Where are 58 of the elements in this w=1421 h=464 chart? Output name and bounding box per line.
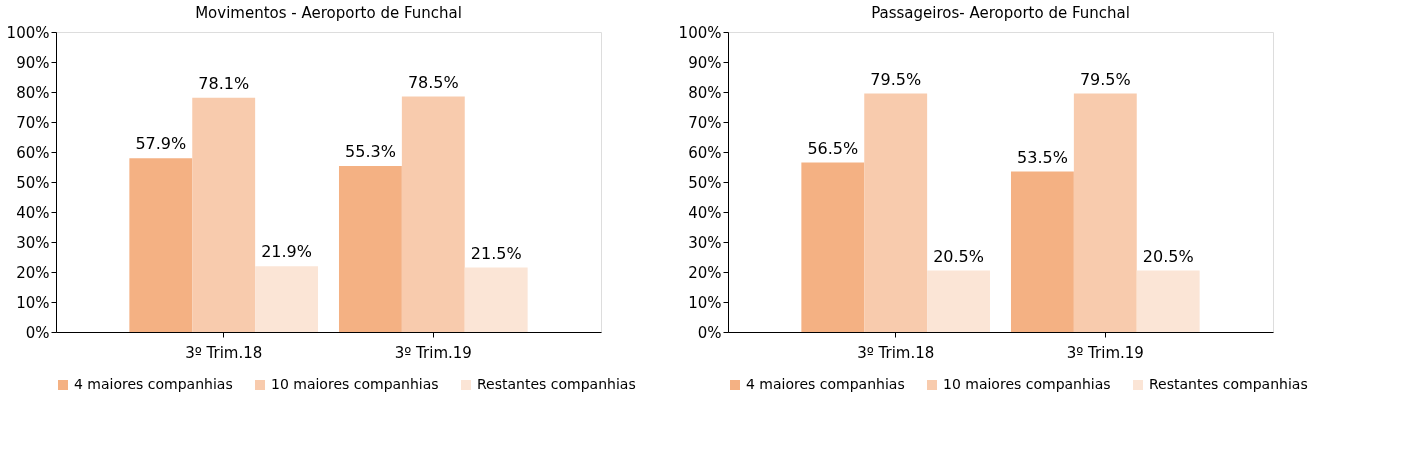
bar [864,93,928,332]
y-tick-label: 100% [6,23,50,42]
data-label: 21.5% [470,243,522,263]
y-tick-label: 70% [688,113,722,132]
y-tick-label: 50% [688,173,722,192]
y-tick-label: 40% [16,203,50,222]
bar [401,96,465,332]
y-tick-label: 0% [25,323,50,342]
bar [255,266,319,332]
data-label: 79.5% [870,69,922,89]
data-label: 20.5% [933,246,984,266]
y-tick-label: 70% [16,113,50,132]
data-label: 53.5% [1017,147,1068,167]
data-label: 56.5% [807,138,859,158]
data-label: 57.9% [135,134,187,154]
x-tick-label: 3º Trim.18 [857,343,935,362]
data-label: 21.9% [261,242,312,262]
bar [338,166,402,332]
data-label: 55.3% [345,142,396,162]
bar [129,158,193,332]
x-tick-label: 3º Trim.19 [394,343,472,362]
y-tick-label: 60% [16,143,50,162]
legend-label: 4 maiores companhias [746,376,905,392]
y-tick-label: 60% [688,143,722,162]
y-tick-label: 80% [16,83,50,102]
chart-title: Passageiros- Aeroporto de Funchal [871,4,1130,22]
y-tick-label: 20% [688,263,722,282]
legend-label: Restantes companhias [477,376,636,392]
y-tick-label: 10% [688,293,722,312]
chart-title: Movimentos - Aeroporto de Funchal [195,4,462,22]
y-tick-label: 90% [16,53,50,72]
bar [1073,93,1137,332]
y-tick-label: 30% [688,233,722,252]
data-label: 78.1% [198,73,250,93]
y-tick-label: 20% [16,263,50,282]
y-tick-label: 100% [678,23,722,42]
legend-label: 10 maiores companhias [943,376,1111,392]
legend-label: 4 maiores companhias [74,376,233,392]
legend-label: Restantes companhias [1149,376,1308,392]
y-tick-label: 30% [16,233,50,252]
bar [801,162,865,332]
y-tick-label: 10% [16,293,50,312]
bar [927,270,991,332]
x-tick-label: 3º Trim.18 [185,343,263,362]
bar [1010,171,1074,332]
bar [464,267,528,332]
data-label: 79.5% [1079,69,1131,89]
y-tick-label: 50% [16,173,50,192]
y-tick-label: 80% [688,83,722,102]
data-label: 78.5% [407,72,459,92]
y-tick-label: 40% [688,203,722,222]
legend-label: 10 maiores companhias [271,376,439,392]
bar [192,97,256,332]
y-tick-label: 90% [688,53,722,72]
data-label: 20.5% [1142,246,1194,266]
y-tick-label: 0% [697,323,722,342]
bar [1136,270,1200,332]
x-tick-label: 3º Trim.19 [1066,343,1144,362]
